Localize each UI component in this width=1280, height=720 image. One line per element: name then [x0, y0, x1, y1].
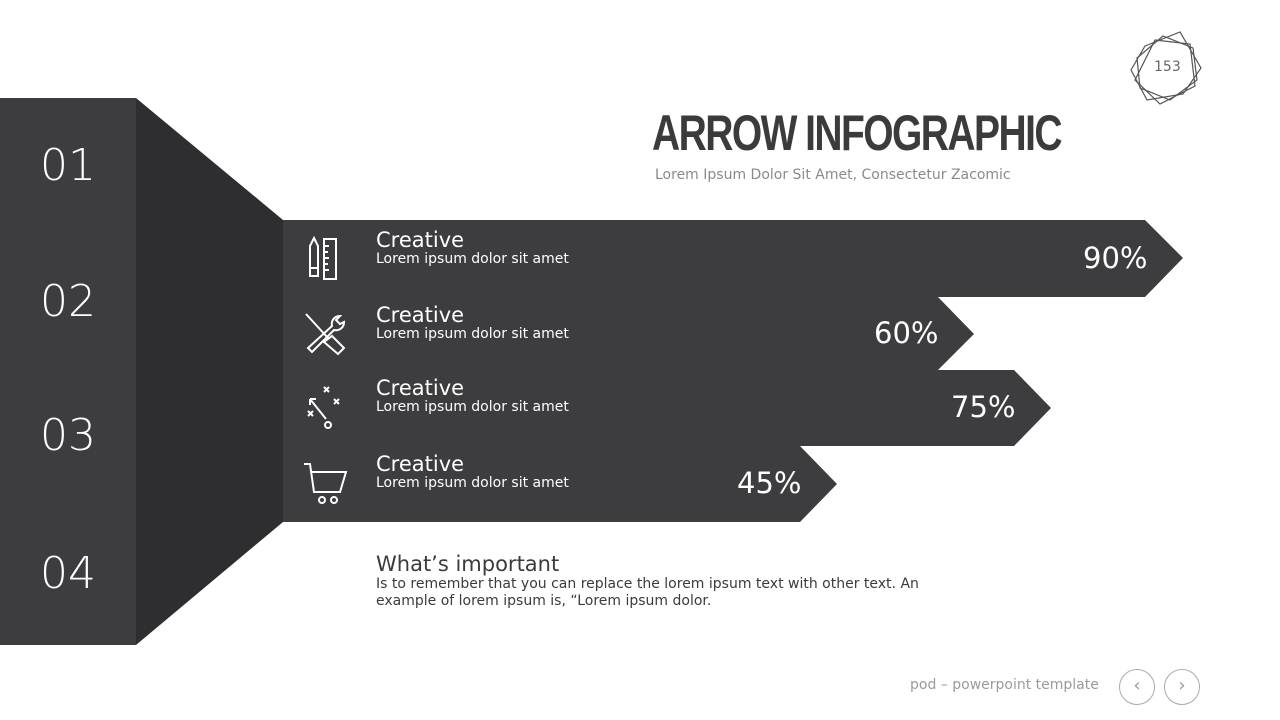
row-heading: Creative [376, 303, 465, 327]
row-description: Lorem ipsum dolor sit amet [376, 251, 569, 267]
arrow-bar-2 [283, 297, 974, 370]
important-text: Is to remember that you can replace the … [376, 576, 919, 609]
prev-slide-button[interactable]: ‹ [1119, 669, 1155, 705]
arrow-bar-4 [283, 446, 837, 522]
number-01: 01 [40, 140, 96, 191]
funnel [136, 98, 283, 645]
number-03: 03 [40, 410, 96, 461]
percent-1: 90% [1083, 241, 1148, 275]
row-4-text: Creative Lorem ipsum dolor sit amet [376, 453, 569, 491]
slide-number: 153 [1154, 59, 1181, 75]
next-slide-button[interactable]: › [1164, 669, 1200, 705]
arrow-bar-3 [283, 370, 1051, 446]
row-2-text: Creative Lorem ipsum dolor sit amet [376, 304, 569, 342]
important-block: What’s important Is to remember that you… [376, 552, 956, 610]
row-description: Lorem ipsum dolor sit amet [376, 326, 569, 342]
row-heading: Creative [376, 376, 465, 400]
row-heading: Creative [376, 452, 465, 476]
strategy-icon [307, 386, 340, 429]
row-heading: Creative [376, 228, 465, 252]
row-3-text: Creative Lorem ipsum dolor sit amet [376, 377, 569, 415]
arrow-bar-1 [283, 220, 1183, 297]
number-02: 02 [40, 276, 96, 327]
row-description: Lorem ipsum dolor sit amet [376, 399, 569, 415]
number-panel [0, 98, 136, 645]
percent-4: 45% [737, 466, 802, 500]
tools-icon [305, 313, 346, 356]
number-04: 04 [40, 548, 96, 599]
percent-2: 60% [874, 316, 939, 350]
row-1-text: Creative Lorem ipsum dolor sit amet [376, 229, 569, 267]
shopping-cart-icon [304, 463, 348, 504]
important-heading: What’s important [376, 552, 560, 576]
pencil-ruler-icon [309, 235, 337, 280]
page-subtitle: Lorem Ipsum Dolor Sit Amet, Consectetur … [655, 167, 1011, 183]
hexagon-logo-icon [1130, 31, 1202, 105]
percent-3: 75% [951, 390, 1016, 424]
row-description: Lorem ipsum dolor sit amet [376, 475, 569, 491]
footer-text: pod – powerpoint template [910, 677, 1099, 693]
page-title: ARROW INFOGRAPHIC [652, 105, 1063, 161]
